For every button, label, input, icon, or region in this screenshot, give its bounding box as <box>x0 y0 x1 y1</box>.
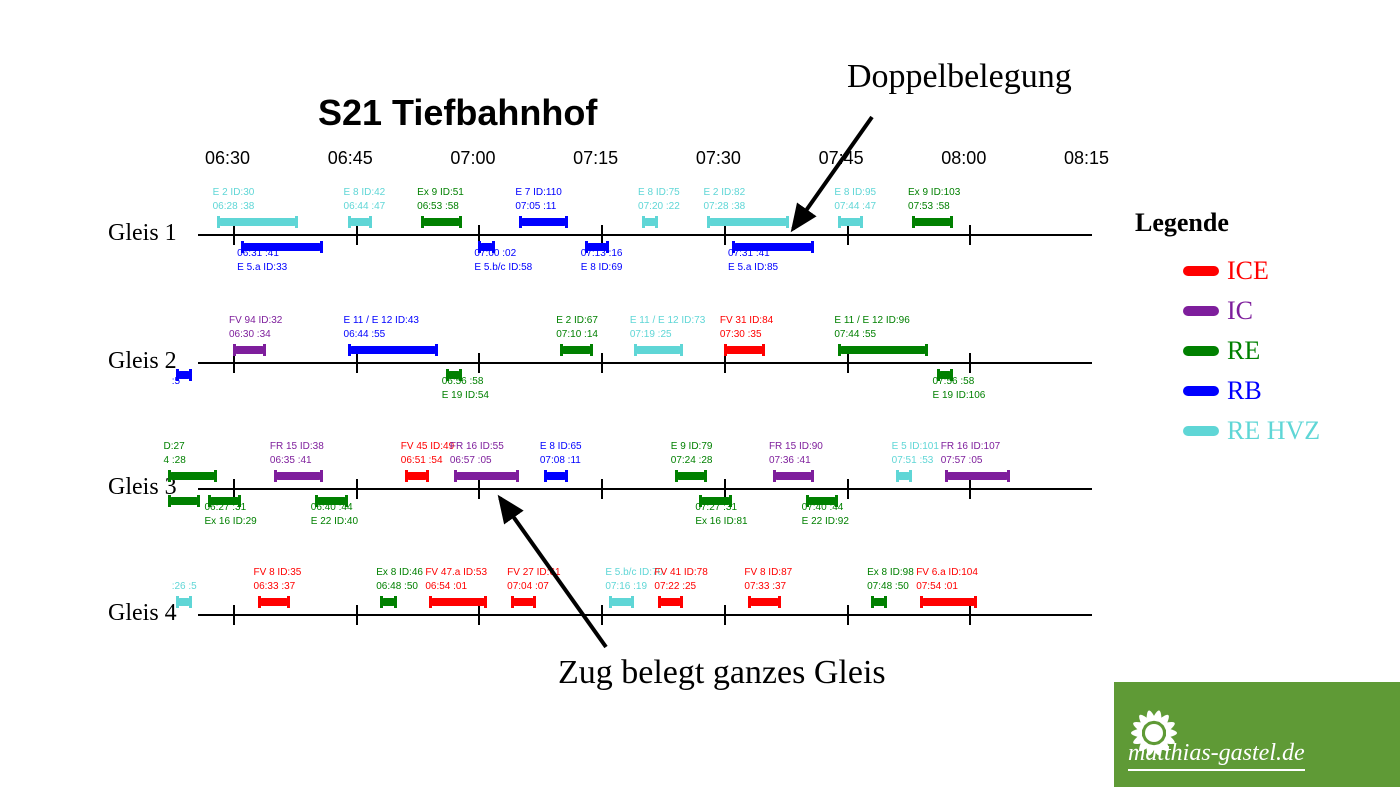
annotation-arrow <box>793 117 872 229</box>
annotation-arrow <box>500 498 606 647</box>
source-badge: matthias-gastel.de <box>1114 682 1400 787</box>
badge-text: matthias-gastel.de <box>1128 740 1305 771</box>
annotation-layer <box>0 0 1400 787</box>
timetable-chart: S21 Tiefbahnhof06:3006:4507:0007:1507:30… <box>0 0 1400 787</box>
